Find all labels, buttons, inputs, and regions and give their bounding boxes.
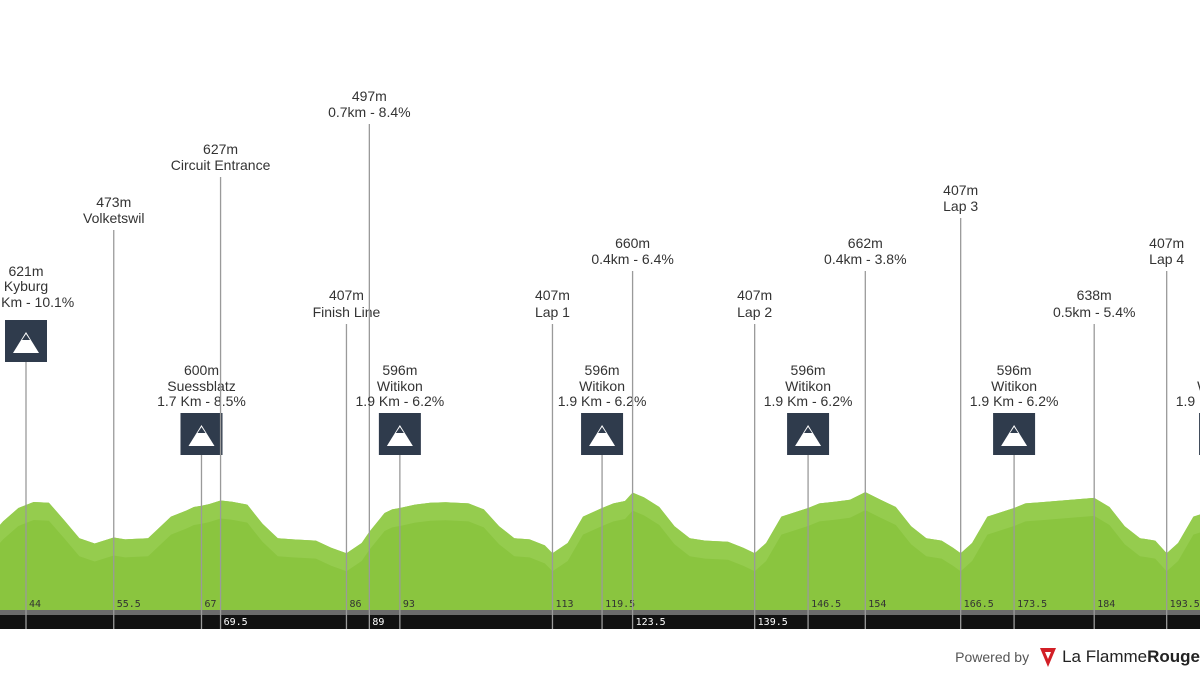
mountain-snowcap: [197, 427, 206, 433]
marker-label: Suessblatz: [167, 378, 235, 394]
powered-by-text: Powered by: [955, 649, 1030, 665]
km-tick-label: 184: [1097, 599, 1115, 610]
marker-label: Witikon: [991, 378, 1037, 394]
km-tick-label: 119.5: [605, 599, 635, 610]
marker-label: Witikon: [579, 378, 625, 394]
marker-label: Lap 3: [943, 198, 978, 214]
brand-name: La FlammeRouge: [1062, 647, 1200, 667]
mountain-snowcap: [22, 334, 30, 340]
marker-label: 638m: [1077, 287, 1112, 303]
marker-label: 1.9 Km - 6.2%: [356, 393, 445, 409]
km-tick-label: 67: [204, 599, 216, 610]
mountain-snowcap: [804, 427, 813, 433]
profile-marker: 621mKyburg1.0 Km - 10.1%: [0, 263, 74, 629]
km-tick-label-lower: 69.5: [224, 617, 248, 628]
mountain-glyph: [795, 425, 822, 446]
marker-label: 627m: [203, 141, 238, 157]
marker-label: 621m: [8, 263, 43, 279]
marker-label: 407m: [535, 287, 570, 303]
marker-label: 0.4km - 6.4%: [591, 251, 673, 267]
marker-label: Witikon: [1197, 378, 1200, 394]
km-tick-label: 86: [349, 599, 361, 610]
la-flamme-rouge-logo-icon: [1040, 648, 1057, 667]
marker-label: Circuit Entrance: [171, 157, 271, 173]
marker-label: Lap 1: [535, 304, 570, 320]
elevation-profile-overlay: [0, 492, 1200, 610]
mountain-glyph: [13, 332, 39, 353]
mountain-glyph: [188, 425, 215, 446]
marker-label: 1.9 Km - 6.2%: [1176, 393, 1200, 409]
km-tick-label: 154: [868, 599, 886, 610]
marker-label: 0.5km - 5.4%: [1053, 304, 1135, 320]
marker-label: Kyburg: [4, 278, 48, 294]
mountain-snowcap: [1010, 427, 1019, 433]
brand-name-regular: La Flamme: [1062, 647, 1148, 666]
mountain-snowcap: [598, 427, 607, 433]
marker-label: Witikon: [785, 378, 831, 394]
marker-label: Lap 2: [737, 304, 772, 320]
marker-label: 407m: [943, 182, 978, 198]
mountain-glyph: [589, 425, 616, 446]
km-tick-label: 146.5: [811, 599, 841, 610]
marker-label: 0.4km - 3.8%: [824, 251, 906, 267]
axis-bar: [0, 615, 1200, 629]
marker-label: Volketswil: [83, 210, 144, 226]
marker-label: 1.9 Km - 6.2%: [558, 393, 647, 409]
km-tick-label-lower: 123.5: [636, 617, 666, 628]
km-tick-label: 193.5: [1170, 599, 1200, 610]
marker-label: 596m: [585, 362, 620, 378]
marker-label: 1.7 Km - 8.5%: [157, 393, 246, 409]
marker-label: 600m: [184, 362, 219, 378]
brand-name-bold: Rouge: [1147, 647, 1200, 666]
marker-label: 596m: [382, 362, 417, 378]
marker-label: 1.0 Km - 10.1%: [0, 294, 74, 310]
km-tick-label: 55.5: [117, 599, 141, 610]
km-tick-label-lower: 139.5: [758, 617, 788, 628]
marker-label: 407m: [329, 287, 364, 303]
powered-by-branding: Powered by La FlammeRouge: [955, 645, 1200, 669]
mountain-glyph: [386, 425, 413, 446]
km-tick-label-lower: 89: [372, 617, 384, 628]
marker-label: 596m: [997, 362, 1032, 378]
mountain-snowcap: [395, 427, 404, 433]
marker-label: 407m: [737, 287, 772, 303]
marker-label: 596m: [791, 362, 826, 378]
marker-label: 497m: [352, 88, 387, 104]
mountain-glyph: [1001, 425, 1028, 446]
km-tick-label: 166.5: [964, 599, 994, 610]
km-tick-label: 44: [29, 599, 41, 610]
marker-label: 407m: [1149, 235, 1184, 251]
km-tick-label: 173.5: [1017, 599, 1047, 610]
marker-label: Finish Line: [313, 304, 381, 320]
marker-label: 0.7km - 8.4%: [328, 104, 410, 120]
marker-label: 1.9 Km - 6.2%: [764, 393, 853, 409]
marker-label: Lap 4: [1149, 251, 1184, 267]
marker-label: Witikon: [377, 378, 423, 394]
axis-top-strip: [0, 610, 1200, 615]
marker-label: 660m: [615, 235, 650, 251]
km-tick-label: 93: [403, 599, 415, 610]
marker-label: 473m: [96, 194, 131, 210]
km-tick-label: 113: [555, 599, 573, 610]
marker-label: 662m: [848, 235, 883, 251]
marker-label: 1.9 Km - 6.2%: [970, 393, 1059, 409]
